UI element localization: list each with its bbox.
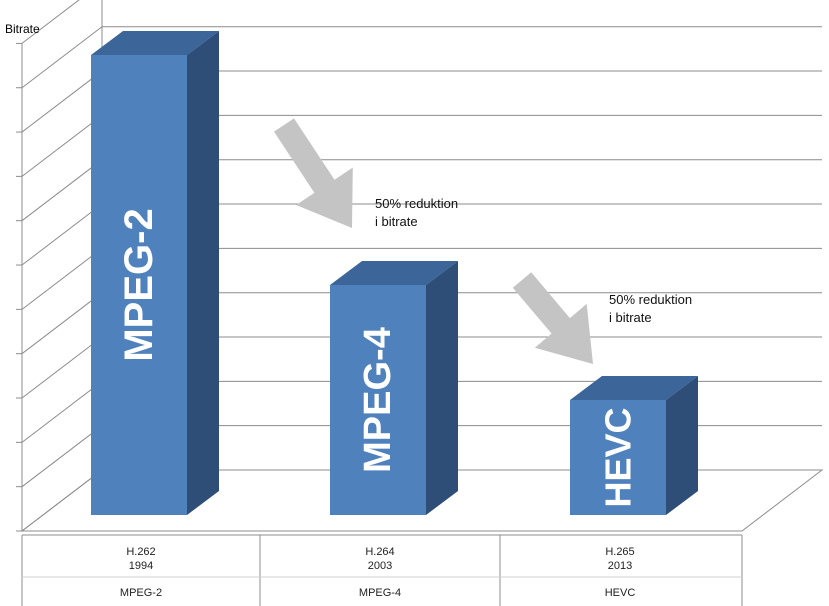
floor [20, 469, 824, 532]
annotation-1: 50% reduktion i bitrate [375, 195, 458, 231]
category-year-2: 2003 [367, 560, 393, 572]
category-standard-1: H.262 [126, 546, 156, 558]
bar-top-face [91, 31, 219, 55]
arrows-layer [274, 118, 593, 364]
category-standard-2: H.264 [365, 546, 395, 558]
bar-top-face [330, 261, 458, 285]
gridline-side [21, 425, 103, 488]
bar-side-face [426, 261, 458, 515]
annotation-2: 50% reduktion i bitrate [609, 291, 692, 327]
bar-side-face [187, 31, 219, 515]
bar-front-face [91, 55, 187, 515]
annotation-1-line1: 50% reduktion [375, 196, 459, 211]
category-year-1: 1994 [128, 560, 154, 572]
gridline-side [21, 70, 103, 133]
gridline-side [21, 159, 103, 222]
gridline-side [21, 114, 103, 177]
bar-3: HEVC [570, 376, 698, 515]
bar-label-1: MPEG-2 [117, 208, 161, 361]
y-axis-label: Bitrate [5, 22, 40, 36]
reduction-arrow-1 [274, 118, 353, 228]
annotation-1-line2: i bitrate [375, 214, 418, 229]
gridline-side [21, 0, 80, 44]
bar-label-3: HEVC [598, 407, 639, 507]
category-name-1: MPEG-2 [119, 587, 163, 599]
gridline-side [21, 247, 103, 310]
bar-front-face [570, 400, 666, 515]
gridline-side [21, 26, 103, 89]
category-cell-2: H.264 2003 [260, 545, 500, 573]
bar-front-face [330, 285, 426, 515]
bar-label-2: MPEG-4 [357, 327, 399, 473]
annotation-2-line1: 50% reduktion [609, 292, 693, 307]
gridline-side [21, 203, 103, 266]
category-cell-1: H.262 1994 [22, 545, 260, 573]
category-name-2: MPEG-4 [358, 587, 402, 599]
reduction-arrow-2 [512, 272, 593, 364]
bar-1: MPEG-2 [91, 31, 219, 515]
category-standard-3: H.265 [605, 546, 635, 558]
gridline-side [21, 336, 103, 399]
gridline-side [21, 292, 103, 355]
category-cell-3: H.265 2013 [500, 545, 740, 573]
bars-layer: MPEG-2 MPEG-4 HEVC [91, 31, 698, 515]
bar-side-face [666, 376, 698, 515]
category-year-3: 2013 [607, 560, 633, 572]
gridline-side [21, 380, 103, 443]
annotation-2-line2: i bitrate [609, 310, 652, 325]
bar-2: MPEG-4 [330, 261, 458, 515]
category-name-3: HEVC [604, 587, 636, 599]
grid-layer [16, 0, 824, 606]
bar-top-face [570, 376, 698, 400]
